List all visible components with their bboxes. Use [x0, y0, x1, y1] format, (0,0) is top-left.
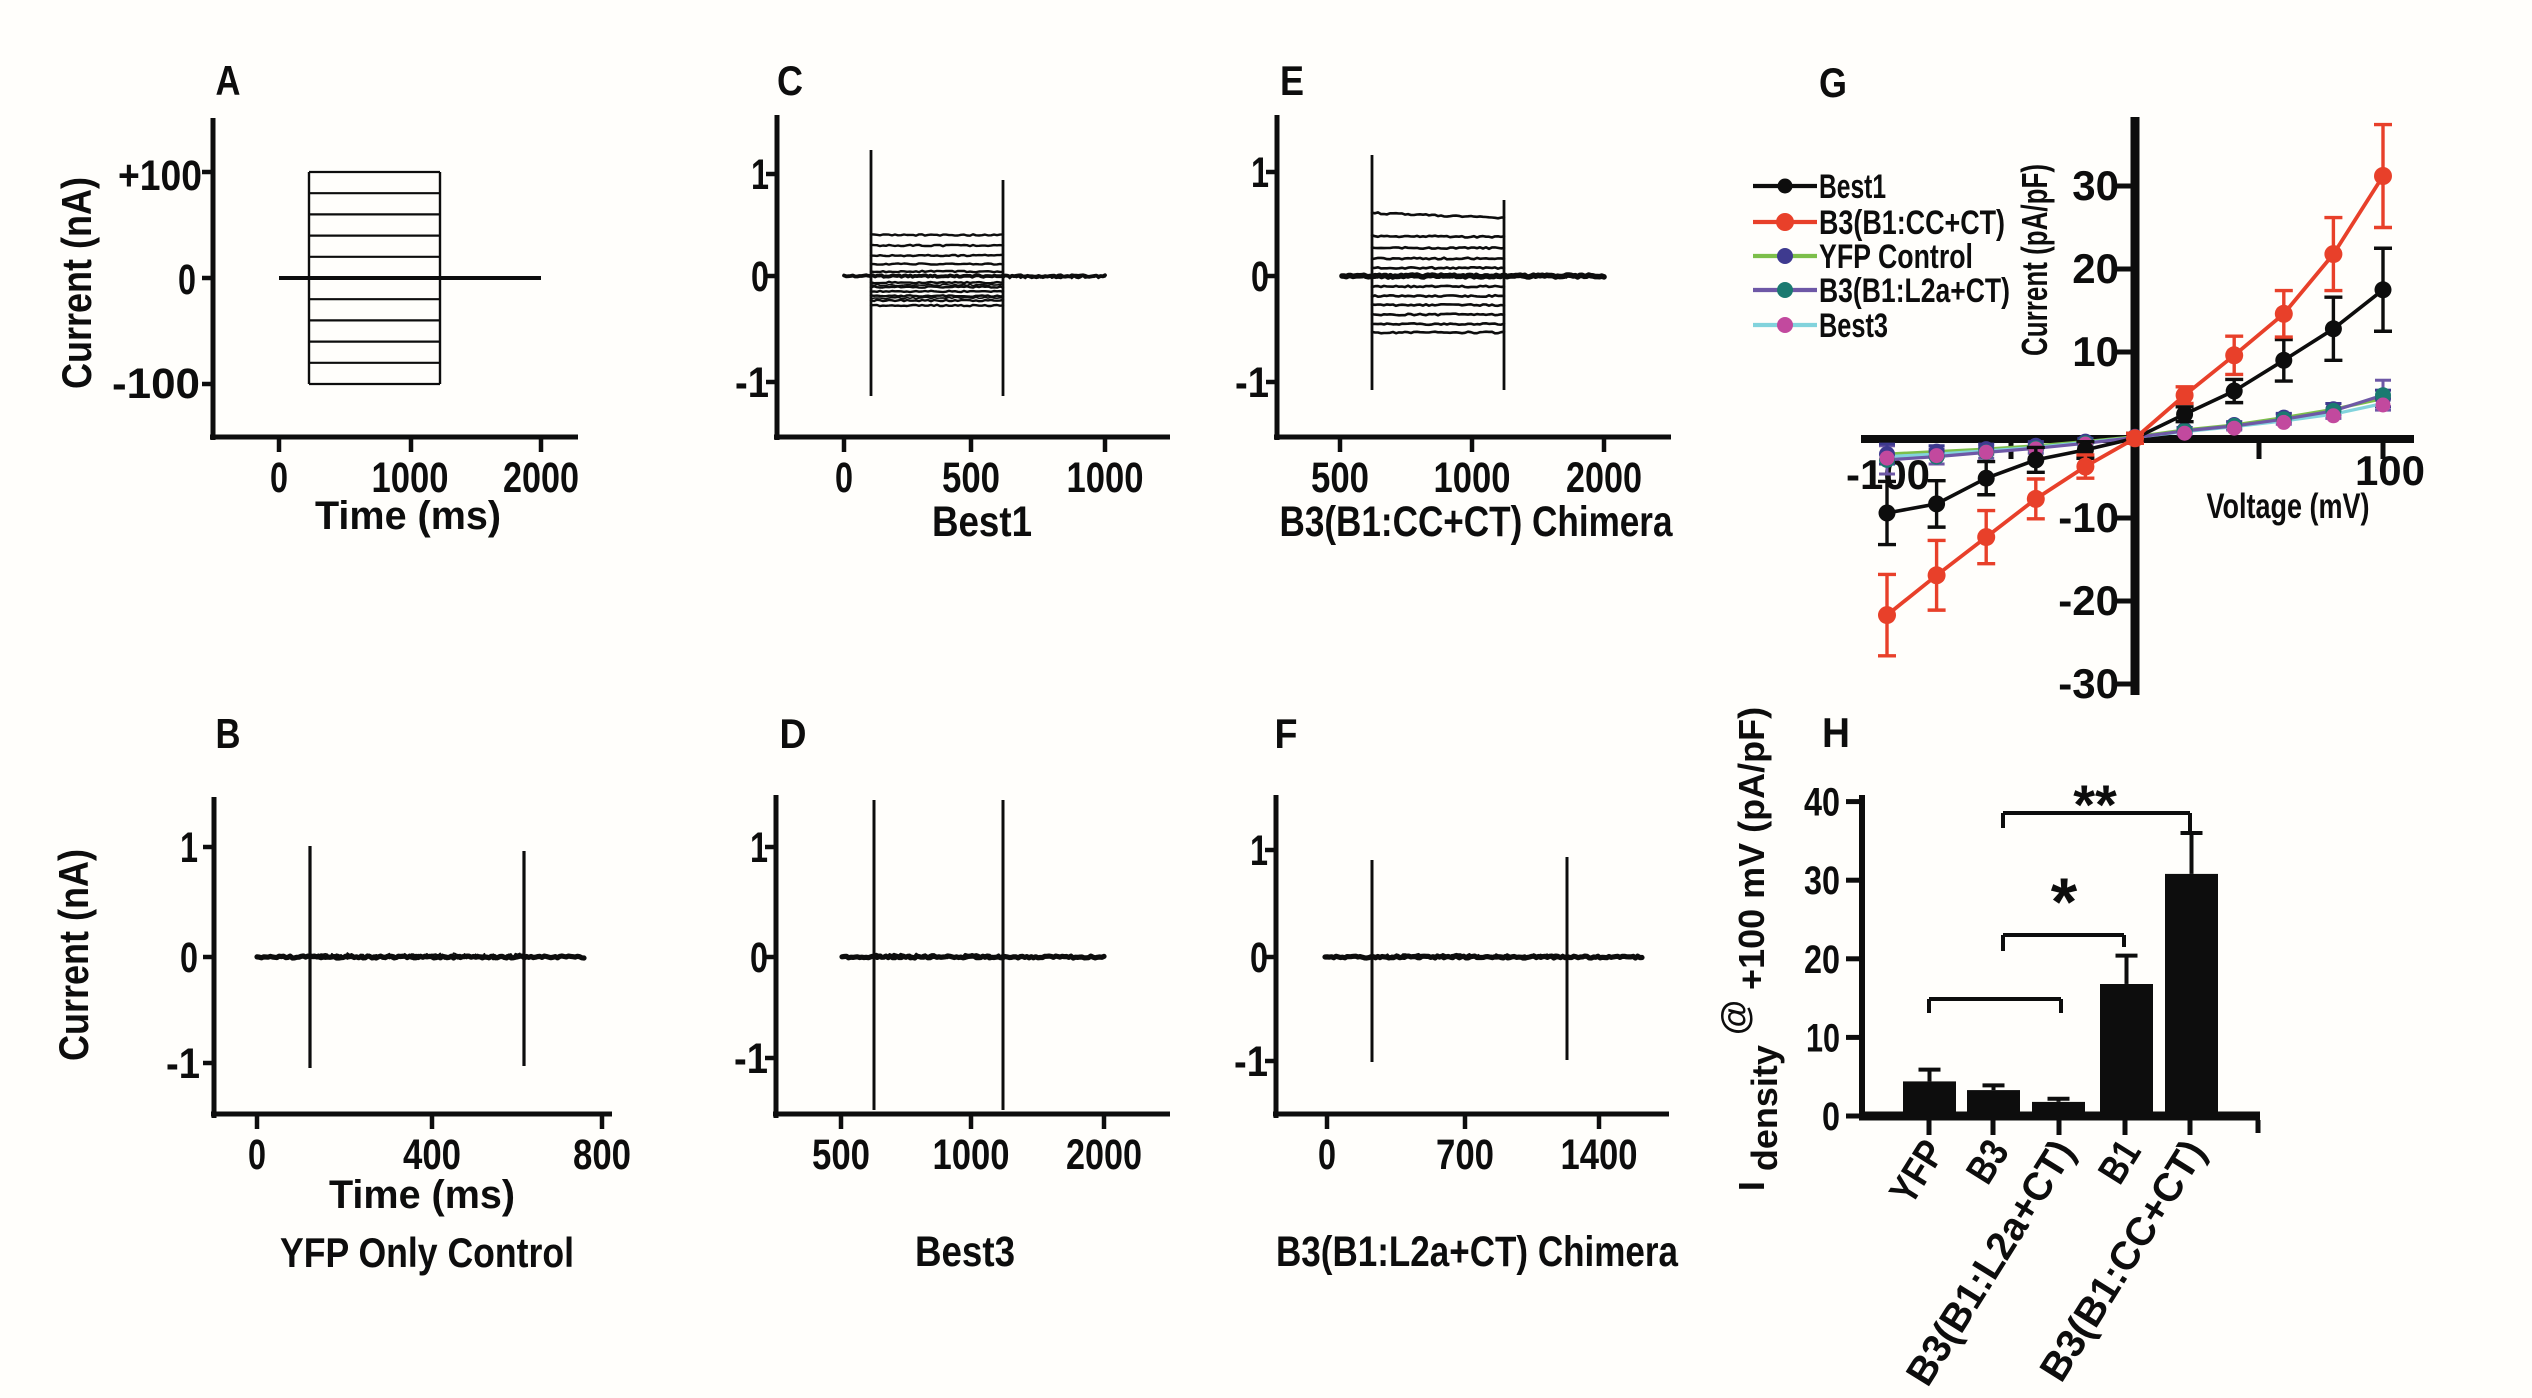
- svg-text:B3(B1:CC+CT): B3(B1:CC+CT): [1819, 204, 2005, 242]
- svg-text:A: A: [216, 57, 241, 104]
- svg-text:Best3: Best3: [1819, 307, 1888, 345]
- svg-text:Current (nA): Current (nA): [50, 849, 97, 1061]
- svg-text:1000: 1000: [1067, 454, 1144, 502]
- svg-text:Best3: Best3: [915, 1228, 1015, 1276]
- svg-text:10: 10: [2072, 328, 2119, 375]
- svg-text:H: H: [1822, 709, 1850, 756]
- svg-text:G: G: [1819, 59, 1847, 106]
- svg-text:Current (pA/pF): Current (pA/pF): [2014, 164, 2055, 356]
- svg-text:-1: -1: [735, 359, 769, 407]
- svg-text:1: 1: [1250, 827, 1268, 875]
- svg-text:0: 0: [1251, 253, 1269, 301]
- svg-text:500: 500: [812, 1131, 870, 1179]
- svg-text:0: 0: [270, 454, 288, 502]
- svg-text:-1: -1: [734, 1035, 768, 1083]
- svg-text:B3(B1:L2a+CT) Chimera: B3(B1:L2a+CT) Chimera: [1276, 1228, 1679, 1276]
- svg-text:Voltage (mV): Voltage (mV): [2207, 487, 2370, 526]
- svg-text:B: B: [216, 710, 241, 757]
- svg-text:Current (nA): Current (nA): [53, 177, 100, 389]
- svg-text:C: C: [777, 57, 803, 104]
- svg-text:+100: +100: [118, 152, 202, 200]
- svg-text:YFP Only Control: YFP Only Control: [280, 1229, 574, 1276]
- svg-text:-30: -30: [2058, 660, 2119, 707]
- svg-text:-1: -1: [1235, 359, 1269, 407]
- svg-text:**: **: [2073, 773, 2117, 836]
- svg-text:20: 20: [1804, 938, 1840, 982]
- svg-text:0: 0: [178, 256, 196, 304]
- svg-text:0: 0: [1250, 934, 1268, 982]
- svg-text:Best1: Best1: [1819, 168, 1886, 206]
- svg-text:-100: -100: [112, 360, 200, 408]
- svg-text:1: 1: [1251, 149, 1269, 197]
- svg-text:2000: 2000: [503, 454, 579, 502]
- svg-text:1000: 1000: [372, 454, 449, 502]
- svg-text:F: F: [1275, 710, 1298, 757]
- svg-text:0: 0: [248, 1131, 266, 1179]
- svg-text:0: 0: [751, 253, 769, 301]
- svg-text:-1: -1: [1234, 1038, 1268, 1086]
- svg-text:-1: -1: [166, 1040, 200, 1088]
- svg-text:30: 30: [1804, 859, 1840, 903]
- svg-text:10: 10: [1806, 1016, 1840, 1060]
- svg-text:1000: 1000: [933, 1131, 1010, 1179]
- svg-text:0: 0: [1318, 1131, 1336, 1179]
- svg-text:700: 700: [1436, 1131, 1494, 1179]
- svg-text:500: 500: [1311, 454, 1369, 502]
- svg-text:1: 1: [751, 151, 769, 199]
- svg-text:2000: 2000: [1566, 454, 1642, 502]
- svg-text:20: 20: [2072, 245, 2119, 292]
- svg-text:40: 40: [1804, 781, 1840, 825]
- svg-text:E: E: [1280, 57, 1304, 104]
- svg-text:30: 30: [2072, 162, 2119, 209]
- svg-text:Time (ms): Time (ms): [315, 494, 501, 538]
- svg-text:-10: -10: [2058, 494, 2119, 541]
- svg-text:2000: 2000: [1066, 1131, 1142, 1179]
- svg-text:500: 500: [942, 454, 1000, 502]
- svg-text:0: 0: [1822, 1095, 1840, 1139]
- svg-text:YFP Control: YFP Control: [1819, 238, 1973, 276]
- svg-text:1: 1: [180, 824, 198, 872]
- svg-text:0: 0: [180, 934, 198, 982]
- svg-text:D: D: [780, 710, 807, 757]
- svg-text:800: 800: [573, 1131, 631, 1179]
- svg-text:1000: 1000: [1434, 454, 1511, 502]
- svg-text:*: *: [2051, 864, 2078, 940]
- svg-text:B3(B1:L2a+CT): B3(B1:L2a+CT): [1819, 272, 2010, 310]
- svg-text:Best1: Best1: [932, 498, 1032, 546]
- svg-text:1400: 1400: [1561, 1131, 1638, 1179]
- svg-text:B3(B1:CC+CT) Chimera: B3(B1:CC+CT) Chimera: [1280, 498, 1674, 546]
- svg-text:0: 0: [835, 454, 853, 502]
- svg-text:400: 400: [403, 1131, 461, 1179]
- svg-text:-20: -20: [2058, 577, 2119, 624]
- svg-text:1: 1: [750, 824, 768, 872]
- svg-text:0: 0: [750, 934, 768, 982]
- svg-text:100: 100: [2355, 447, 2425, 494]
- svg-text:Time (ms): Time (ms): [329, 1173, 515, 1217]
